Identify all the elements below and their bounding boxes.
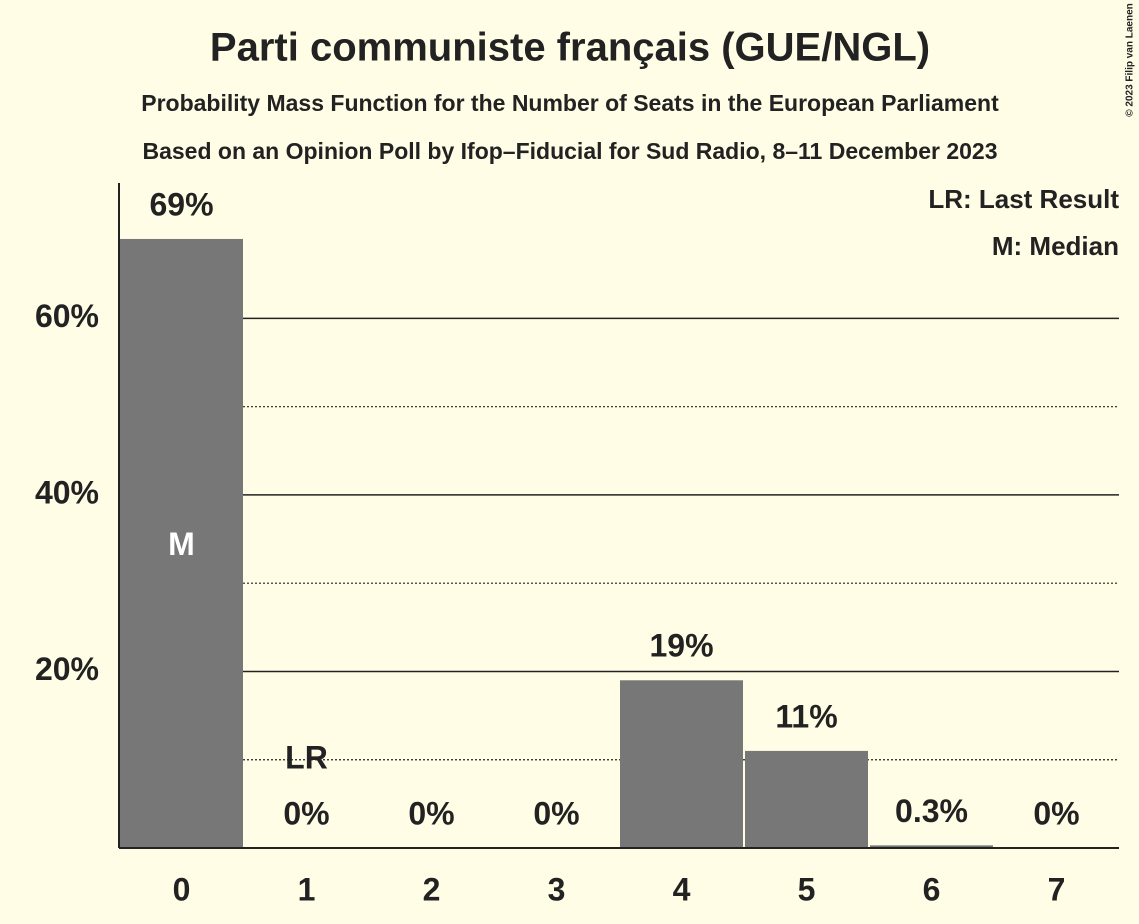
value-label: 0%	[1033, 795, 1079, 831]
x-tick-label: 6	[923, 871, 941, 907]
median-marker: M	[168, 526, 195, 562]
value-label: 0%	[533, 795, 579, 831]
y-tick-label: 20%	[35, 651, 99, 687]
bar	[120, 238, 243, 848]
y-tick-label: 60%	[35, 298, 99, 334]
value-label: 0.3%	[895, 793, 968, 829]
legend-entry: LR: Last Result	[928, 184, 1119, 214]
value-label: 0%	[283, 795, 329, 831]
x-tick-label: 3	[548, 871, 566, 907]
chart-source: Based on an Opinion Poll by Ifop–Fiducia…	[142, 138, 997, 164]
x-tick-label: 0	[173, 871, 191, 907]
bar	[620, 680, 743, 848]
y-tick-label: 40%	[35, 474, 99, 510]
copyright: © 2023 Filip van Laenen	[1125, 3, 1136, 117]
bar	[745, 750, 868, 848]
chart-title: Parti communiste français (GUE/NGL)	[210, 26, 930, 70]
value-label: 11%	[775, 698, 837, 734]
value-label: 69%	[149, 186, 213, 222]
last-result-marker: LR	[285, 739, 328, 775]
value-label: 19%	[649, 628, 713, 664]
x-tick-label: 1	[298, 871, 316, 907]
x-tick-label: 7	[1048, 871, 1066, 907]
legend-entry: M: Median	[992, 231, 1119, 261]
value-label: 0%	[408, 795, 454, 831]
x-tick-label: 4	[673, 871, 691, 907]
chart-subtitle: Probability Mass Function for the Number…	[141, 90, 999, 116]
x-tick-label: 5	[798, 871, 816, 907]
bar	[870, 845, 993, 848]
x-tick-label: 2	[423, 871, 441, 907]
